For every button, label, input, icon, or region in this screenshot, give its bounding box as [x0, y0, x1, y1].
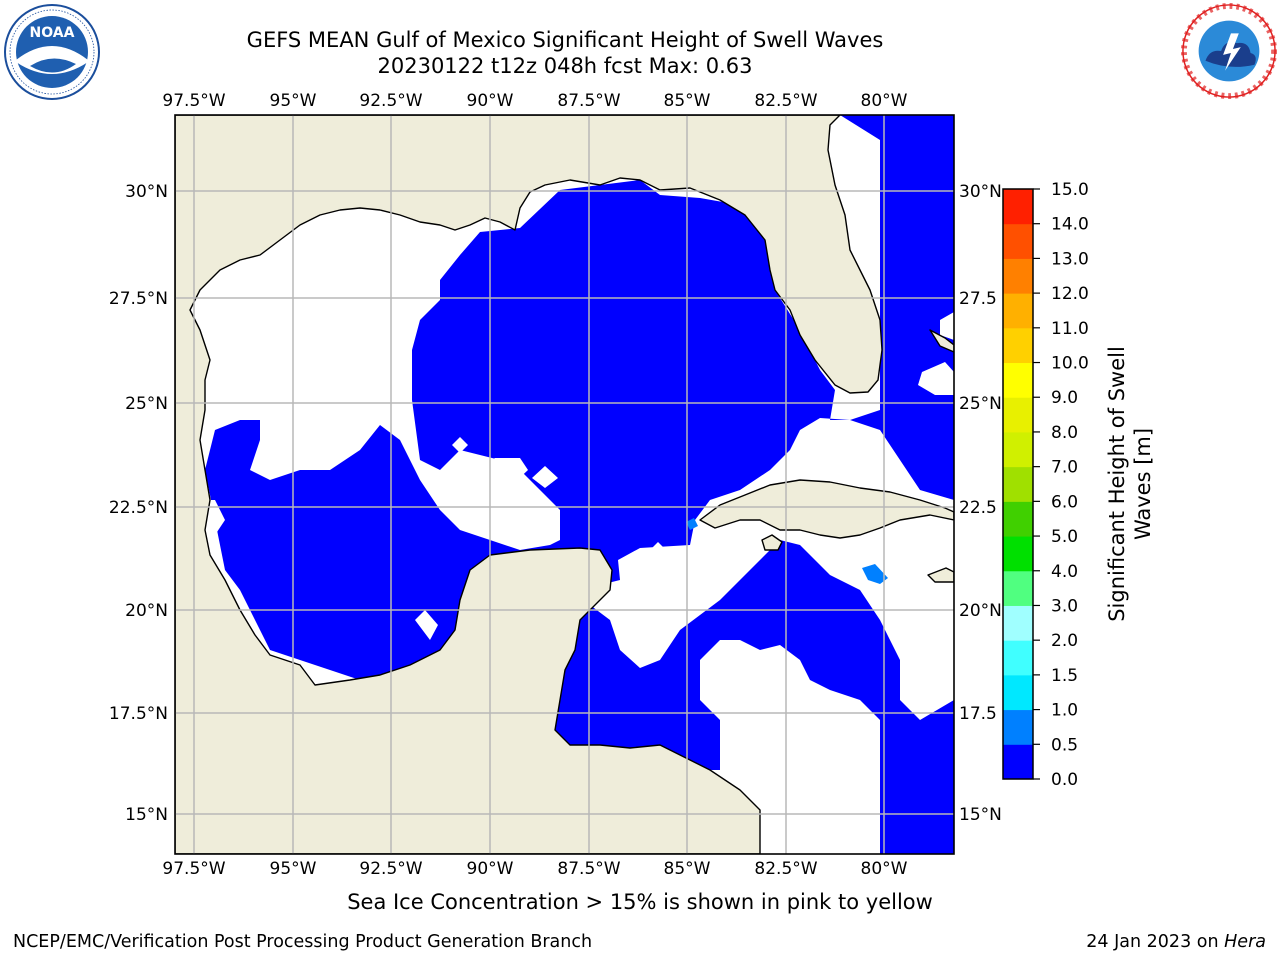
colorbar-tick-label: 6.0: [1051, 492, 1078, 512]
lat-label: 20°N: [125, 601, 168, 621]
footer-date-text: 24 Jan 2023 on: [1086, 932, 1225, 952]
colorbar-segment: [1003, 466, 1033, 502]
footer-machine: Hera: [1224, 932, 1266, 952]
colorbar-segment: [1003, 293, 1033, 329]
colorbar: [1002, 188, 1034, 780]
map-frame: [174, 114, 955, 855]
colorbar-tick-label: 14.0: [1051, 215, 1089, 235]
colorbar-segment: [1003, 709, 1033, 745]
lon-label: 82.5°W: [754, 859, 817, 879]
lat-label: 25°N: [125, 394, 168, 414]
colorbar-segment: [1003, 536, 1033, 572]
colorbar-segment: [1003, 674, 1033, 711]
colorbar-segment: [1003, 570, 1033, 606]
chart-subtitle: 20230122 t12z 048h fcst Max: 0.63: [377, 54, 753, 78]
colorbar-segment: [1003, 640, 1033, 676]
lon-label: 95°W: [270, 91, 317, 111]
lat-label: 15°N: [959, 805, 1002, 825]
colorbar-segment: [1003, 258, 1033, 294]
colorbar-tick-label: 10.0: [1051, 354, 1089, 374]
lat-label: 27.5°N: [109, 289, 168, 309]
colorbar-tick-label: 7.0: [1051, 458, 1078, 478]
lat-label: 17.5°N: [109, 704, 168, 724]
colorbar-tick-label: 5.0: [1051, 527, 1078, 547]
colorbar-tick-label: 3.0: [1051, 596, 1078, 616]
map-plot-area: [175, 115, 954, 854]
colorbar-tick-label: 4.0: [1051, 562, 1078, 582]
colorbar-tick-label: 1.5: [1051, 666, 1078, 686]
nws-logo-icon: [1180, 2, 1278, 100]
lat-labels-left: 30°N 27.5°N 25°N 22.5°N 20°N 17.5°N 15°N: [109, 182, 168, 825]
lon-label: 80°W: [861, 859, 908, 879]
lon-label: 95°W: [270, 859, 317, 879]
colorbar-segment: [1003, 501, 1033, 537]
colorbar-segment: [1003, 605, 1033, 641]
colorbar-tick-label: 12.0: [1051, 284, 1089, 304]
lon-label: 87.5°W: [557, 91, 620, 111]
colorbar-tick-label: 0.5: [1051, 735, 1078, 755]
sea-ice-note-text: Sea Ice Concentration > 15% is shown in …: [347, 890, 933, 914]
colorbar-segment: [1003, 223, 1033, 259]
footer-date: 24 Jan 2023 on Hera: [1086, 932, 1266, 952]
graticule: [175, 115, 954, 854]
chart-title: GEFS MEAN Gulf of Mexico Significant Hei…: [246, 28, 884, 52]
lon-label: 97.5°W: [162, 91, 225, 111]
lon-label: 82.5°W: [754, 91, 817, 111]
colorbar-label-line1: Significant Height of Swell: [1105, 346, 1129, 622]
colorbar-segment: [1003, 362, 1033, 398]
noaa-logo-icon: NOAA: [4, 4, 100, 100]
lon-label: 85°W: [664, 91, 711, 111]
colorbar-label-line2: Waves [m]: [1131, 428, 1155, 540]
lon-labels-top: 97.5°W 95°W 92.5°W 90°W 87.5°W 85°W 82.5…: [162, 91, 907, 111]
lat-label: 15°N: [125, 805, 168, 825]
lat-labels-right: 30°N 27.5 25°N 22.5 20°N 17.5 15°N: [959, 182, 1002, 825]
colorbar-segment: [1003, 397, 1033, 433]
colorbar-tick-label: 15.0: [1051, 180, 1089, 200]
lon-label: 90°W: [467, 859, 514, 879]
colorbar-frame: [1002, 188, 1034, 780]
colorbar-tick-label: 1.0: [1051, 701, 1078, 721]
lon-label: 92.5°W: [359, 91, 422, 111]
colorbar-tick-label: 11.0: [1051, 319, 1089, 339]
lon-label: 92.5°W: [359, 859, 422, 879]
lon-label: 87.5°W: [557, 859, 620, 879]
lat-label: 20°N: [959, 601, 1002, 621]
land-areas: [175, 115, 954, 854]
colorbar-tick-label: 13.0: [1051, 249, 1089, 269]
lon-label: 90°W: [467, 91, 514, 111]
svg-text:NOAA: NOAA: [30, 25, 75, 41]
lat-label: 27.5: [959, 289, 997, 309]
colorbar-segment: [1003, 189, 1033, 225]
lat-label: 22.5: [959, 498, 997, 518]
colorbar-tick-label: 0.0: [1051, 770, 1078, 790]
lat-label: 25°N: [959, 394, 1002, 414]
lat-label: 17.5: [959, 704, 997, 724]
colorbar-tick-label: 9.0: [1051, 388, 1078, 408]
lon-label: 97.5°W: [162, 859, 225, 879]
footer-branch: NCEP/EMC/Verification Post Processing Pr…: [13, 932, 593, 952]
colorbar-segment: [1003, 431, 1033, 468]
lat-label: 22.5°N: [109, 498, 168, 518]
lon-label: 85°W: [664, 859, 711, 879]
colorbar-tick-label: 8.0: [1051, 423, 1078, 443]
sea-ice-note: Sea Ice Concentration > 15% is shown in …: [0, 890, 1280, 914]
lon-label: 80°W: [861, 91, 908, 111]
lon-labels-bottom: 97.5°W 95°W 92.5°W 90°W 87.5°W 85°W 82.5…: [162, 859, 907, 879]
lat-label: 30°N: [959, 182, 1002, 202]
colorbar-segment: [1003, 744, 1033, 780]
colorbar-segment: [1003, 327, 1033, 364]
colorbar-ticks: 0.0 0.5 1.0 1.5 2.0 3.0 4.0 5.0 6.0 7.0 8.0 9.0 10.0…: [1033, 180, 1089, 790]
lat-label: 30°N: [125, 182, 168, 202]
colorbar-tick-label: 2.0: [1051, 631, 1078, 651]
